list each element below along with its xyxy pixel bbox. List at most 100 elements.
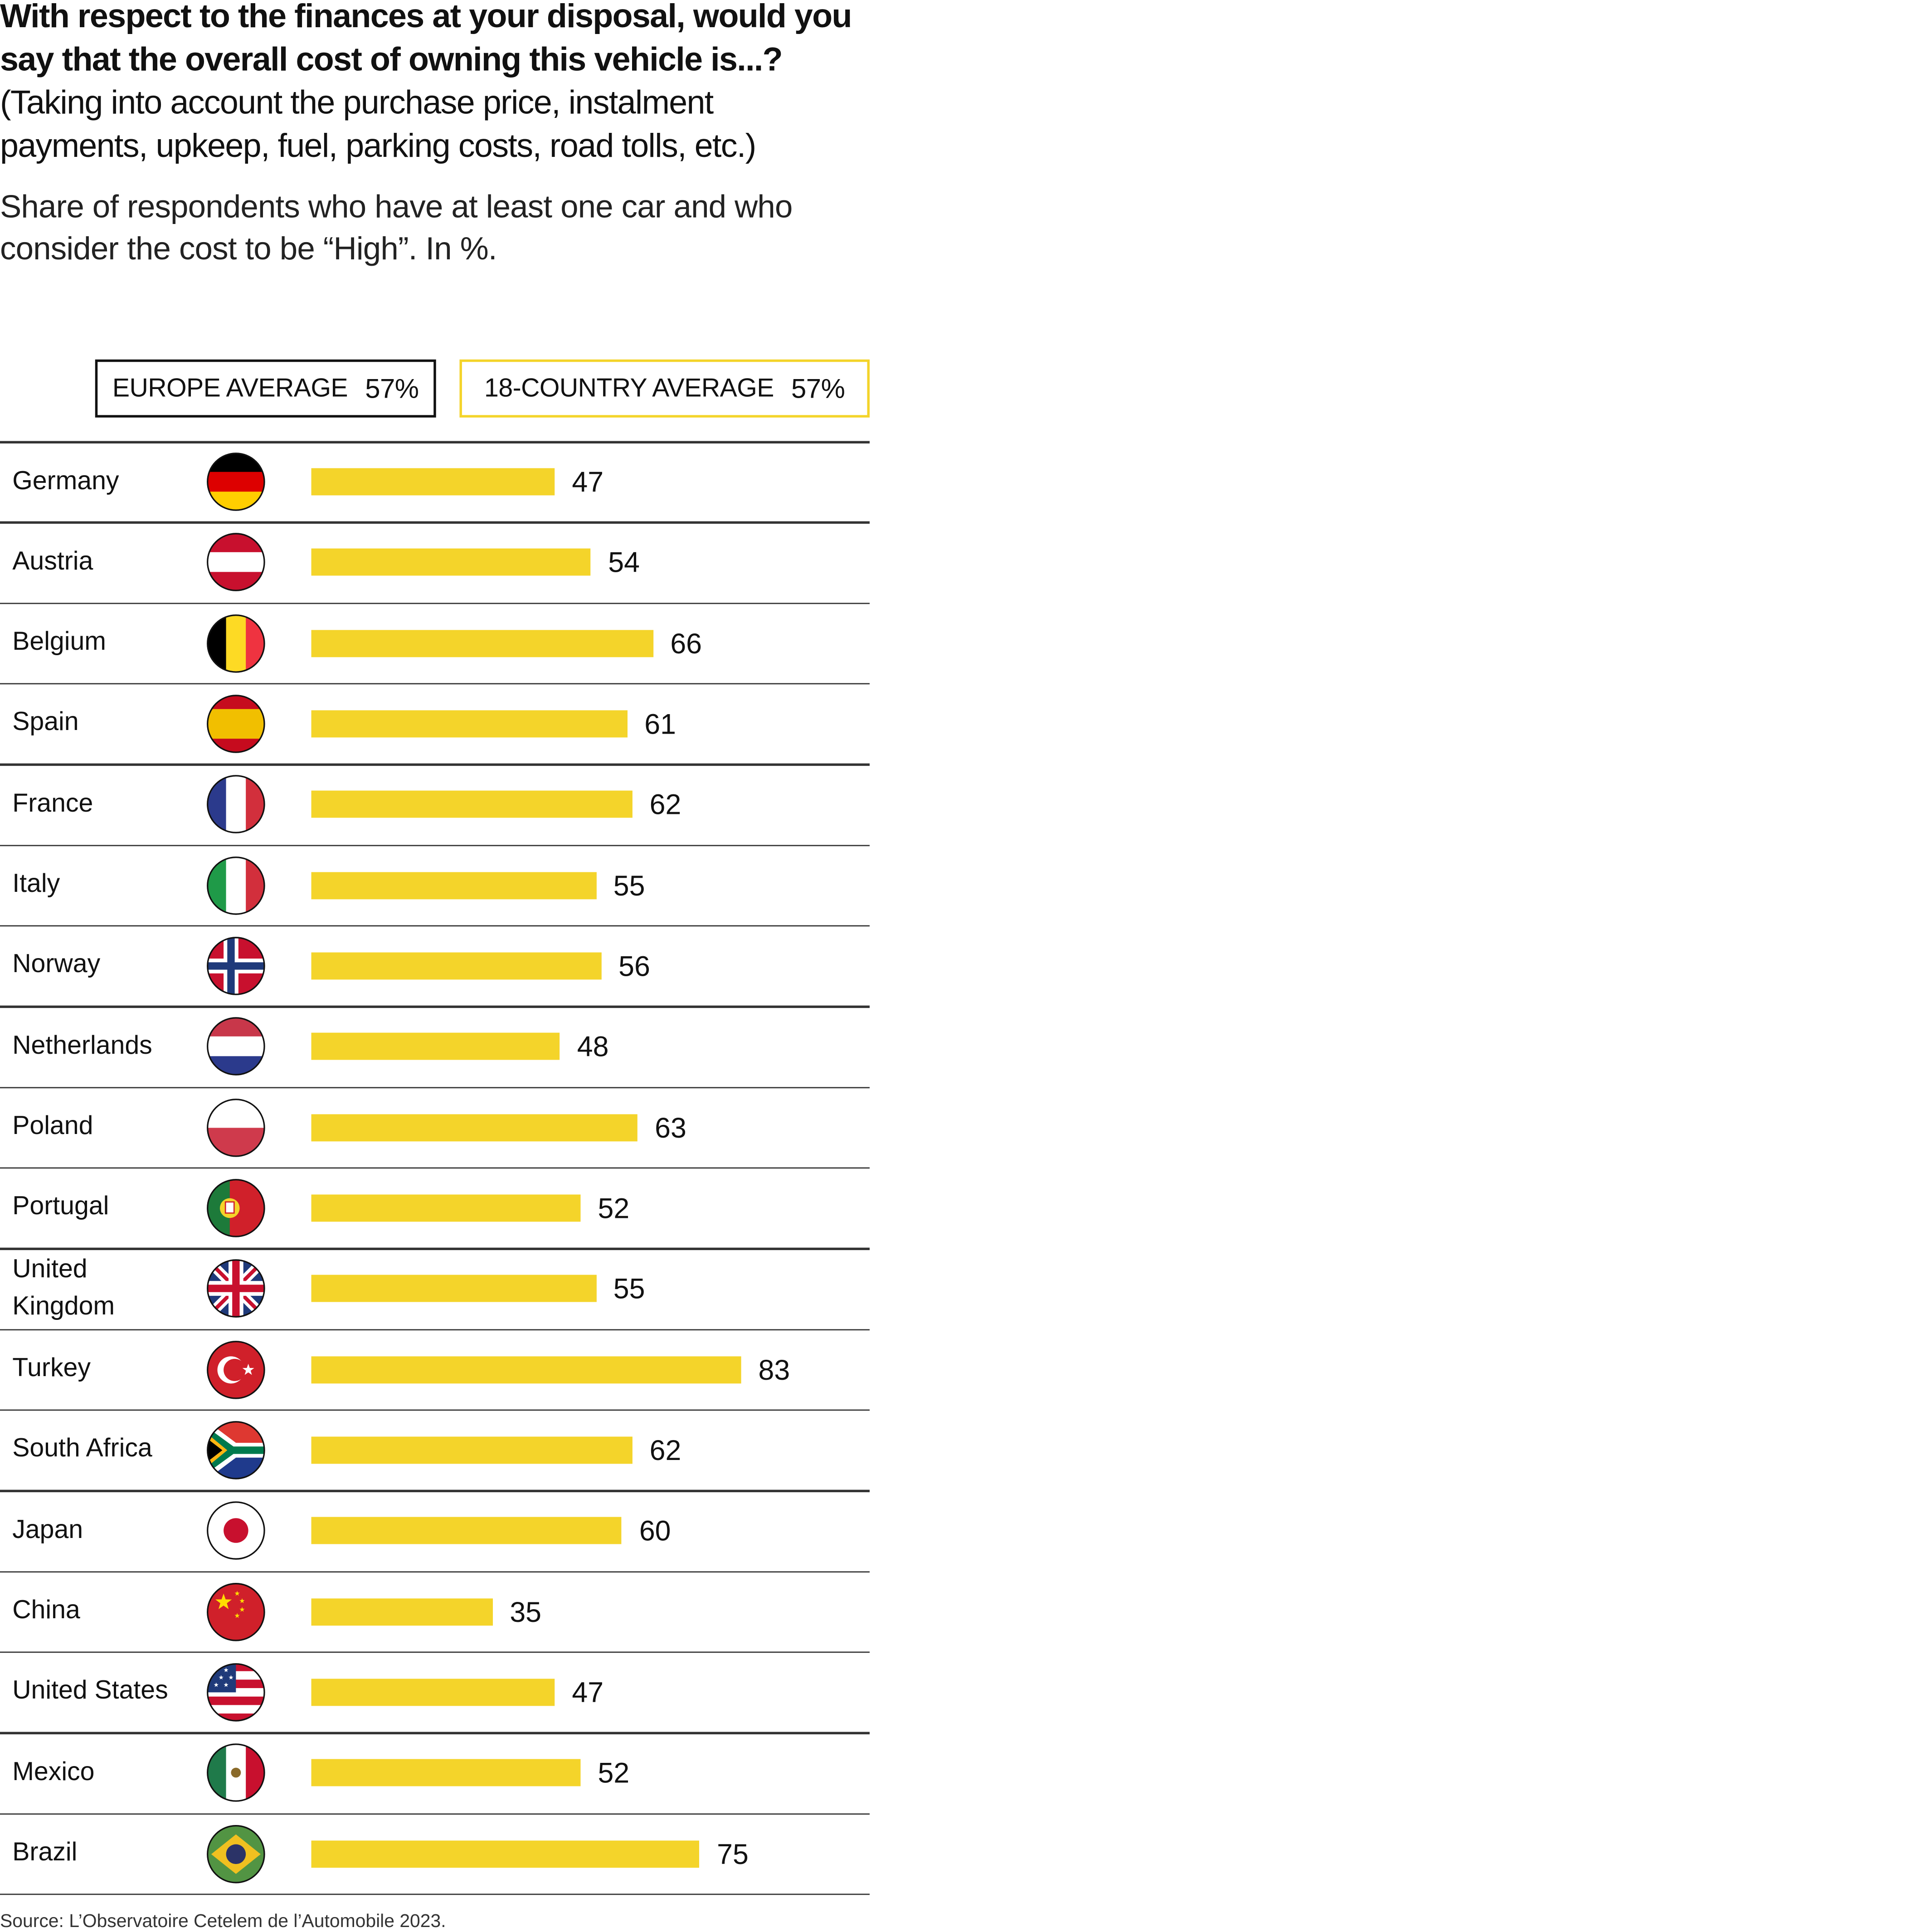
chart-subtitle: Share of respondents who have at least o…: [0, 188, 793, 267]
bar-row: China 35: [0, 1571, 870, 1651]
bar-row: Brazil 75: [0, 1813, 870, 1893]
value-label: 55: [613, 1272, 645, 1305]
bar-spain: [311, 710, 628, 738]
legend-europe-value: 57%: [365, 372, 419, 404]
bar-row: Poland 63: [0, 1086, 870, 1167]
source-note: Source: L’Observatoire Cetelem de l’Auto…: [0, 1911, 446, 1932]
bar-china: [311, 1598, 493, 1625]
us-flag-icon: [206, 1663, 266, 1722]
bar-united-states: [311, 1679, 555, 1706]
cn-flag-icon: [206, 1582, 266, 1641]
no-flag-icon: [206, 936, 266, 996]
value-label: 60: [639, 1514, 671, 1547]
bar-row: United States 47: [0, 1651, 870, 1732]
country-label: United Kingdom: [12, 1255, 115, 1320]
country-label: Austria: [12, 547, 93, 576]
row-divider: [0, 683, 870, 685]
legend-europe-average: EUROPE AVERAGE 57%: [95, 359, 436, 418]
bar-portugal: [311, 1194, 581, 1222]
za-flag-icon: [206, 1421, 266, 1480]
row-divider: [0, 1813, 870, 1815]
bar-south-africa: [311, 1436, 633, 1464]
bar-turkey: [311, 1356, 741, 1383]
value-label: 83: [758, 1353, 790, 1386]
bar-belgium: [311, 629, 653, 657]
title-note: (Taking into account the purchase price,…: [0, 84, 756, 165]
value-label: 54: [608, 546, 640, 579]
bar-brazil: [311, 1840, 700, 1868]
nl-flag-icon: [206, 1017, 266, 1076]
bar-row: France 62: [0, 764, 870, 844]
bar-row: Austria 54: [0, 522, 870, 602]
bar-row: Japan 60: [0, 1490, 870, 1570]
jp-flag-icon: [206, 1501, 266, 1561]
country-label: Belgium: [12, 628, 106, 657]
value-label: 55: [613, 869, 645, 901]
mx-flag-icon: [206, 1743, 266, 1803]
title-question: With respect to the finances at your dis…: [0, 0, 852, 78]
tr-flag-icon: [206, 1340, 266, 1399]
row-divider: [0, 844, 870, 847]
row-divider: [0, 521, 870, 524]
bar-france: [311, 791, 633, 818]
country-label: South Africa: [12, 1435, 152, 1463]
value-label: 47: [572, 466, 604, 498]
value-label: 63: [655, 1111, 686, 1144]
row-divider: [0, 1167, 870, 1169]
value-label: 61: [644, 708, 676, 740]
bar-row: Mexico 52: [0, 1732, 870, 1812]
country-label: Portugal: [12, 1192, 109, 1221]
bar-row: United Kingdom 55: [0, 1248, 870, 1328]
country-label: Japan: [12, 1515, 83, 1544]
country-label: Poland: [12, 1112, 93, 1140]
value-label: 52: [598, 1192, 630, 1224]
bar-row: Norway 56: [0, 925, 870, 1005]
bar-row: Germany 47: [0, 441, 870, 521]
row-divider: [0, 1006, 870, 1008]
value-label: 35: [510, 1595, 542, 1628]
row-divider: [0, 1651, 870, 1654]
row-divider: [0, 1490, 870, 1492]
bar-japan: [311, 1517, 622, 1545]
country-label: France: [12, 789, 93, 818]
value-label: 66: [670, 627, 702, 659]
fr-flag-icon: [206, 775, 266, 834]
country-label: Germany: [12, 466, 119, 495]
bar-row: Portugal 52: [0, 1167, 870, 1247]
be-flag-icon: [206, 613, 266, 673]
country-label: Mexico: [12, 1757, 95, 1786]
legend-all-value: 57%: [791, 372, 845, 404]
value-label: 75: [717, 1837, 749, 1870]
country-label: China: [12, 1596, 80, 1625]
row-divider: [0, 1329, 870, 1331]
value-label: 62: [649, 788, 681, 821]
legend-all-label: 18-COUNTRY AVERAGE: [484, 374, 774, 402]
bar-row: Italy 55: [0, 845, 870, 925]
es-flag-icon: [206, 694, 266, 754]
row-divider: [0, 1732, 870, 1734]
country-label: Netherlands: [12, 1031, 152, 1060]
country-label: Italy: [12, 870, 60, 899]
row-divider: [0, 602, 870, 604]
country-label: Spain: [12, 708, 79, 737]
bar-austria: [311, 549, 591, 576]
de-flag-icon: [206, 452, 266, 511]
row-divider: [0, 764, 870, 766]
value-label: 56: [618, 949, 650, 982]
it-flag-icon: [206, 856, 266, 915]
row-divider: [0, 1571, 870, 1573]
value-label: 52: [598, 1757, 630, 1789]
bar-netherlands: [311, 1033, 560, 1061]
bar-italy: [311, 871, 596, 899]
bar-germany: [311, 468, 555, 496]
bar-row: Netherlands 48: [0, 1006, 870, 1086]
bar-norway: [311, 952, 602, 980]
at-flag-icon: [206, 533, 266, 592]
chart-title: With respect to the finances at your dis…: [0, 0, 865, 168]
row-divider: [0, 441, 870, 443]
bar-row: Belgium 66: [0, 603, 870, 683]
row-divider: [0, 1893, 870, 1896]
row-divider: [0, 1086, 870, 1089]
value-label: 48: [577, 1030, 609, 1063]
gb-flag-icon: [206, 1259, 266, 1319]
